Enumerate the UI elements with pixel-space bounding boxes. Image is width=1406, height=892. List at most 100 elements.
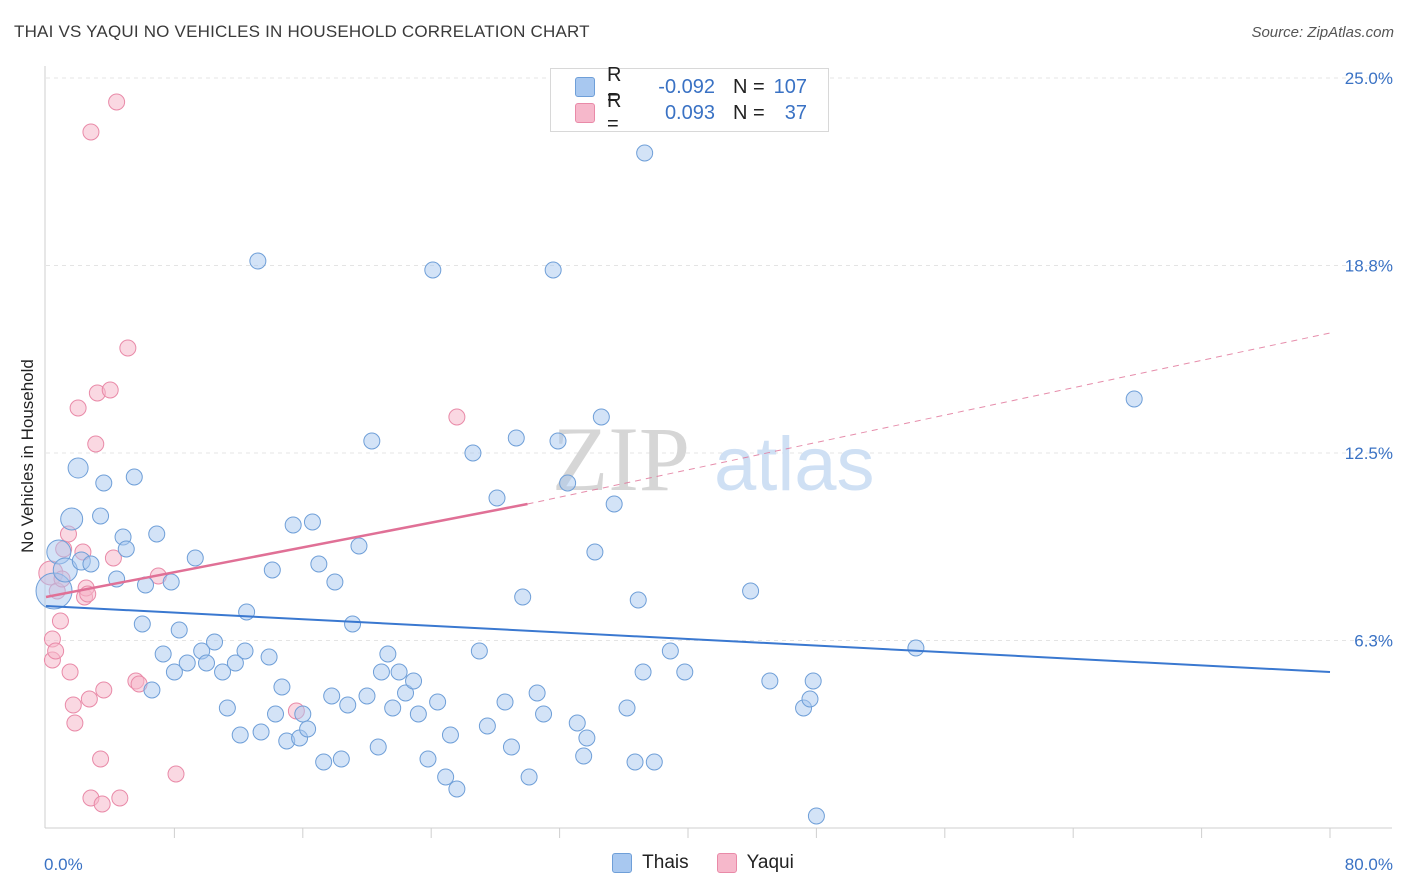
thai-point [429, 693, 447, 711]
thai-point [170, 621, 188, 639]
legend-r-value-yaqui: 0.093 [664, 101, 715, 124]
thai-point [807, 807, 825, 825]
thai-point [294, 705, 312, 723]
axes [44, 66, 1392, 838]
thai-point [95, 474, 113, 492]
yaqui-point [111, 789, 129, 807]
thai-point [742, 582, 760, 600]
yaqui-point [80, 690, 98, 708]
thai-point [441, 726, 459, 744]
watermark: ZIP atlas [552, 408, 875, 510]
series-swatch-yaqui [716, 853, 737, 873]
thai-point [214, 663, 232, 681]
thai-point [804, 672, 822, 690]
thai-point [133, 615, 151, 633]
thai-point [397, 684, 415, 702]
thai-point [236, 642, 254, 660]
thai-point [323, 687, 341, 705]
legend-r-label: R = [607, 90, 622, 135]
thai-point [437, 768, 455, 786]
yaqui-point [61, 663, 79, 681]
yaqui-point [95, 681, 113, 699]
thai-point [618, 699, 636, 717]
thai-point [384, 699, 402, 717]
thai-point [520, 768, 538, 786]
yaqui-point [82, 123, 100, 141]
thai-point [409, 705, 427, 723]
thai-point [379, 645, 397, 663]
series-label-thai: Thais [642, 852, 689, 873]
thai-point [605, 495, 623, 513]
thai-point [117, 540, 135, 558]
thai-point [267, 705, 285, 723]
thai-point [549, 432, 567, 450]
yaqui-point [66, 714, 84, 732]
thai-point [369, 738, 387, 756]
yaqui-point [119, 339, 137, 357]
yaqui-point [87, 435, 105, 453]
yaqui-point [64, 696, 82, 714]
yaqui-point [101, 381, 119, 399]
thai-point [390, 663, 408, 681]
thai-point [514, 588, 532, 606]
correlation-legend: R = -0.092 N = 107 R = 0.093 N = 37 [550, 64, 829, 135]
thai-point [52, 557, 78, 583]
thai-point [82, 555, 100, 573]
thai-point [559, 474, 577, 492]
tick-labels: 6.3% 12.5% 18.8% 25.0% 0.0% 80.0% [44, 69, 1393, 874]
thai-point [125, 468, 143, 486]
yaqui-point [51, 612, 69, 630]
thai-point [575, 747, 593, 765]
thai-point [67, 457, 89, 479]
thai-point [263, 561, 281, 579]
thai-point [326, 573, 344, 591]
thai-point [332, 750, 350, 768]
series-legend-thai[interactable]: Thais [612, 852, 689, 874]
thai-point [315, 753, 333, 771]
y-tick-label: 12.5% [1345, 444, 1393, 463]
legend-n-label: N = [733, 101, 765, 124]
thai-point [424, 261, 442, 279]
thai-point [661, 642, 679, 660]
watermark-zip: ZIP [552, 408, 690, 510]
trendlines [45, 332, 1331, 673]
legend-r-value-thai: -0.092 [658, 75, 715, 98]
thai-point [478, 717, 496, 735]
legend-row-yaqui: R = 0.093 N = 37 [575, 90, 807, 135]
thai-point [284, 516, 302, 534]
thai-point [363, 432, 381, 450]
thai-point [148, 525, 166, 543]
series-legend: Thais Yaqui [0, 852, 1406, 874]
thai-point [488, 489, 506, 507]
thai-point [358, 687, 376, 705]
thai-point [260, 648, 278, 666]
thai-point [310, 555, 328, 573]
thai-point [626, 753, 644, 771]
legend-swatch-thai [575, 77, 595, 97]
source-label: Source: ZipAtlas.com [1251, 24, 1394, 41]
x-tick-label-min: 0.0% [44, 855, 83, 874]
y-tick-label: 18.8% [1345, 257, 1393, 276]
y-tick-label: 6.3% [1354, 632, 1393, 651]
legend-r-label: R = [607, 64, 622, 109]
thai-point [502, 738, 520, 756]
thai-point [544, 261, 562, 279]
thai-point [419, 750, 437, 768]
thai-point [198, 654, 215, 672]
legend-swatch-yaqui [575, 103, 595, 123]
yaqui-point [69, 399, 87, 417]
series-legend-yaqui[interactable]: Yaqui [716, 852, 794, 874]
y-tick-label: 25.0% [1345, 69, 1393, 88]
thai-point [154, 645, 172, 663]
thai-point [143, 681, 161, 699]
series-swatch-thai [612, 853, 633, 873]
thai-point [568, 714, 586, 732]
thai-point [645, 753, 663, 771]
legend-n-value-thai: 107 [773, 75, 807, 98]
thai-point [801, 690, 819, 708]
thai-point [186, 549, 204, 567]
thai-point [273, 678, 291, 696]
thai-point [636, 144, 654, 162]
thai-point [464, 444, 482, 462]
